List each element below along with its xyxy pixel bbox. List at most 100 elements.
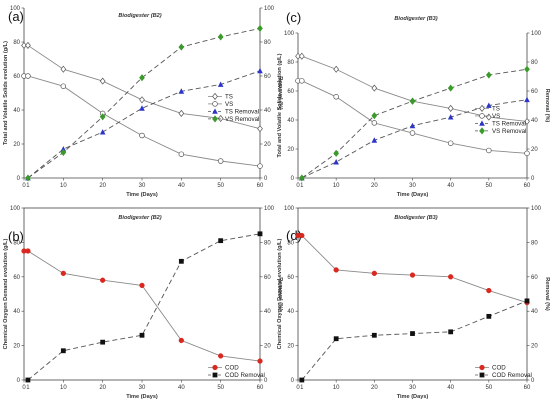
y2-tick-label: 20	[531, 147, 538, 153]
y-tick-label: 40	[13, 108, 20, 114]
data-point	[447, 140, 454, 146]
x-tick-label: 60	[257, 385, 264, 391]
legend-marker	[479, 113, 485, 119]
data-point	[333, 267, 339, 273]
data-point	[486, 102, 492, 108]
x-tick-label: 40	[178, 183, 185, 189]
x-tick-label: 50	[217, 183, 224, 189]
legend-marker	[479, 104, 485, 112]
data-point	[60, 65, 67, 73]
data-point	[218, 353, 224, 359]
data-point	[447, 84, 454, 92]
data-point	[485, 113, 492, 121]
y-tick-label: 100	[10, 6, 21, 12]
y2-axis-label: Removal (%)	[544, 277, 550, 311]
data-point	[333, 159, 339, 165]
x-tick-label: 50	[485, 385, 492, 391]
data-point	[217, 33, 224, 41]
y2-tick-label: 100	[264, 206, 275, 212]
y2-tick-label: 100	[531, 31, 542, 37]
x-tick-label: 1	[300, 385, 304, 391]
y-tick-label: 0	[17, 176, 21, 182]
data-point	[60, 270, 66, 277]
data-point	[333, 149, 340, 157]
data-point	[371, 120, 378, 126]
y-tick-label: 80	[13, 40, 20, 46]
data-point	[178, 88, 185, 94]
data-point	[99, 77, 106, 85]
data-point	[257, 358, 263, 364]
legend-label: VS Removal	[225, 116, 259, 123]
chart-panel: 0 1 10 20 30 40 50 60020406080100020406080100Ti…	[3, 6, 283, 198]
data-point	[295, 52, 301, 60]
x-tick-label: 60	[524, 385, 531, 391]
data-point	[60, 348, 66, 354]
y-tick-label: 60	[13, 74, 20, 80]
data-point	[257, 24, 263, 32]
data-point	[409, 272, 416, 278]
panel-title: Biodigester (B3)	[394, 16, 437, 22]
x-tick-label: 30	[409, 183, 416, 189]
panel-label: (c)	[286, 10, 301, 25]
series-cod	[21, 248, 263, 364]
series-line	[27, 233, 261, 381]
y2-tick-label: 0	[531, 378, 535, 384]
y-tick-label: 100	[284, 31, 295, 37]
x-tick-label: 20	[371, 183, 378, 189]
data-point	[178, 151, 185, 157]
data-point	[371, 270, 377, 277]
data-point	[448, 329, 454, 335]
y2-tick-label: 40	[264, 309, 271, 315]
y2-tick-label: 0	[264, 176, 268, 182]
y2-tick-label: 40	[531, 118, 538, 124]
data-point	[333, 94, 339, 100]
y-tick-label: 0	[291, 176, 295, 182]
y-tick-label: 60	[13, 275, 20, 281]
y2-tick-label: 100	[531, 206, 542, 212]
data-point	[25, 174, 31, 182]
y-tick-label: 40	[13, 309, 20, 315]
legend-label: COD	[492, 365, 506, 372]
data-point	[410, 331, 415, 336]
data-point	[257, 67, 263, 74]
data-point	[409, 130, 416, 136]
chart-panel: 0 1 10 20 30 40 50 60020406080100020406080100Ti…	[3, 206, 283, 400]
data-point	[100, 277, 106, 283]
x-tick-label: 0	[296, 183, 300, 189]
legend-label: VS Removal	[492, 128, 526, 135]
series-ts-removal	[25, 67, 263, 181]
legend-marker	[212, 115, 218, 123]
y-axis-label: Chemical Oxygen Demand evolution (g/L)	[277, 239, 283, 350]
y-tick-label: 100	[10, 206, 21, 212]
x-tick-label: 30	[139, 183, 146, 189]
legend-marker	[479, 127, 485, 135]
data-point	[257, 125, 263, 133]
data-point	[298, 52, 305, 60]
data-point	[99, 113, 106, 121]
legend-marker	[479, 364, 485, 371]
y2-tick-label: 20	[264, 142, 271, 148]
y-tick-label: 80	[13, 240, 20, 246]
data-point	[257, 163, 263, 169]
y2-tick-label: 60	[264, 74, 271, 80]
x-tick-label: 10	[60, 183, 67, 189]
y-tick-label: 80	[287, 240, 294, 246]
y2-tick-label: 100	[264, 6, 275, 12]
panel-title: Biodigester (B2)	[118, 13, 161, 19]
x-tick-label: 0	[22, 183, 26, 189]
y2-tick-label: 0	[531, 176, 535, 182]
data-point	[25, 41, 31, 49]
data-point	[447, 104, 454, 112]
series-cod-removal	[299, 298, 530, 383]
data-point	[139, 282, 145, 289]
y2-tick-label: 20	[264, 344, 271, 350]
data-point	[409, 122, 416, 129]
y2-tick-label: 80	[264, 40, 271, 46]
x-tick-label: 40	[447, 385, 454, 391]
x-tick-label: 1	[26, 183, 30, 189]
data-point	[99, 129, 106, 135]
x-tick-label: 1	[26, 385, 30, 391]
data-point	[524, 117, 530, 126]
